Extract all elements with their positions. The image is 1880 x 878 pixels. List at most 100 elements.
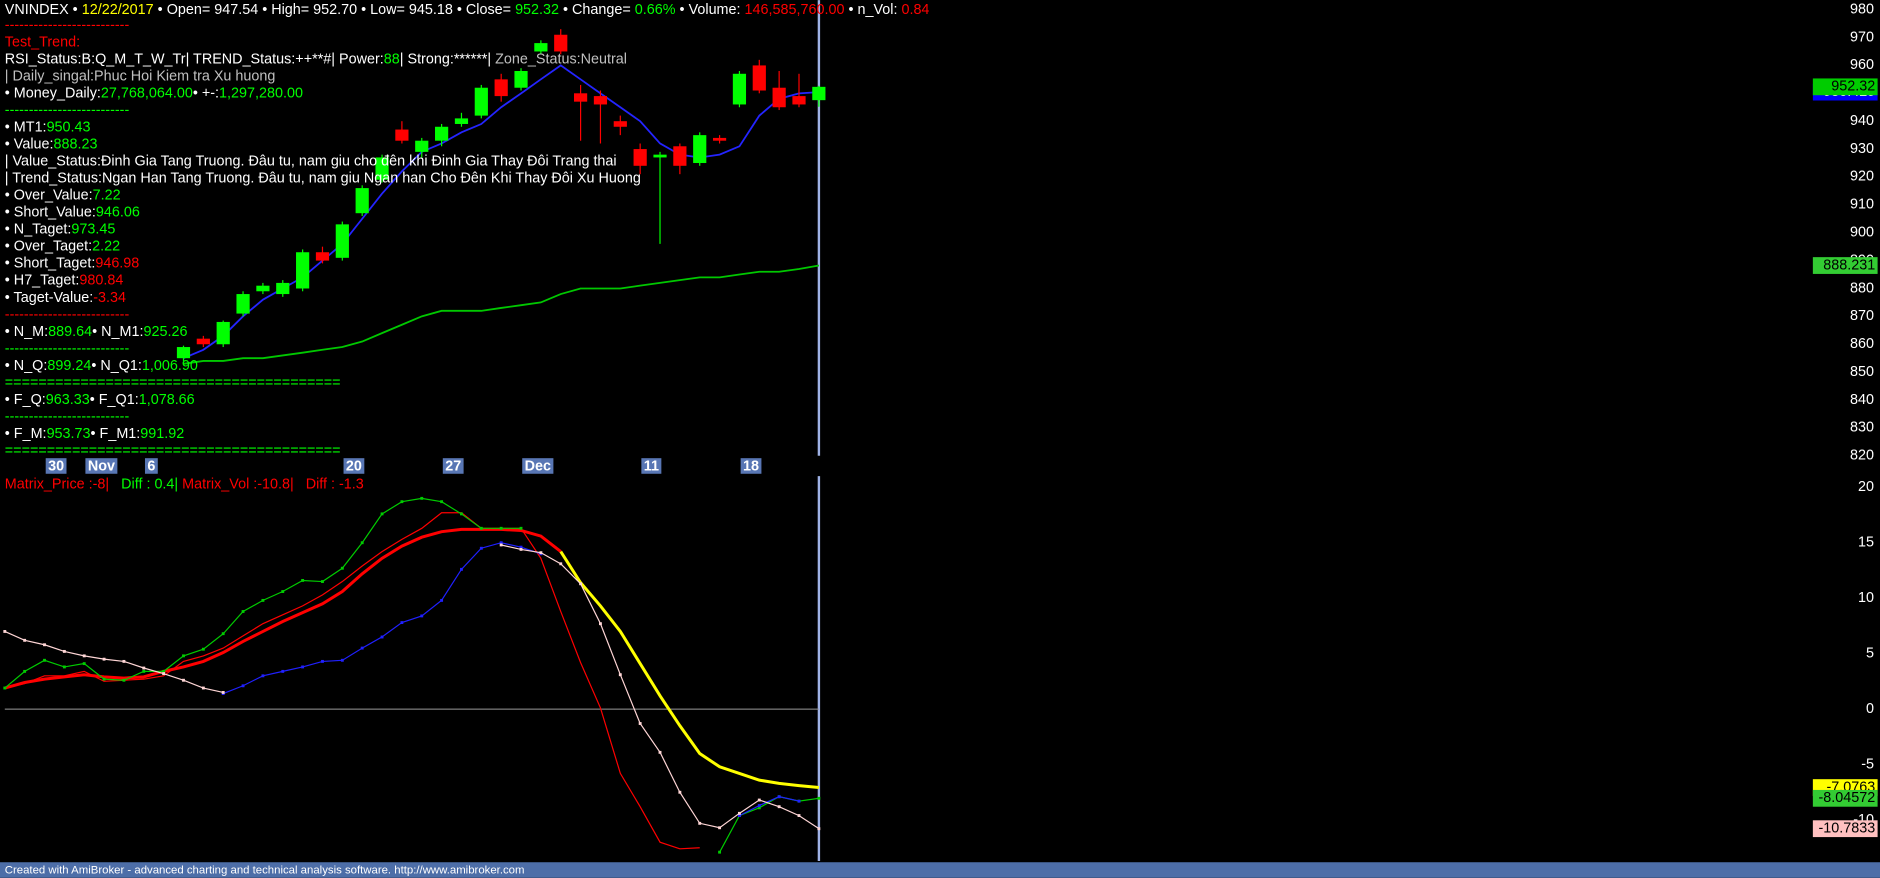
date-label-box: [343, 458, 365, 474]
info-text: • F_Q1:: [90, 392, 139, 408]
point-marker: [678, 790, 682, 794]
value-tag-label: -8.04572: [1818, 790, 1875, 806]
info-text: • F_M:: [5, 426, 47, 442]
candle-body: [176, 347, 191, 359]
candle-body: [355, 188, 369, 214]
info-text: 12/22/2017: [82, 2, 154, 18]
point-marker: [82, 662, 86, 666]
footer-text: Created with AmiBroker - advanced charti…: [5, 865, 525, 877]
info-line: • F_Q:963.33• F_Q1:1,078.66: [5, 392, 195, 408]
x-tick-label: 30: [48, 458, 64, 474]
point-marker: [122, 659, 126, 663]
point-marker: [499, 526, 503, 530]
info-text: 88: [384, 51, 400, 67]
info-text: --------------------------: [5, 307, 130, 323]
info-text: --------------------------: [5, 17, 130, 33]
date-label-box: [641, 458, 662, 474]
date-label-box: [85, 458, 118, 474]
info-text: 2.22: [92, 238, 120, 254]
info-text: 1,078.66: [139, 392, 195, 408]
value-tag-label: 952.32: [1831, 79, 1875, 95]
candle-body: [613, 121, 627, 127]
point-marker: [340, 658, 344, 662]
info-text: 1,297,280.00: [219, 85, 303, 101]
date-label-box: [144, 458, 158, 474]
info-text: 963.33: [46, 392, 90, 408]
point-marker: [718, 826, 722, 830]
candle-body: [256, 285, 270, 292]
info-text: • N_Q:: [5, 358, 48, 374]
point-marker: [23, 669, 27, 673]
candle-body: [514, 70, 528, 88]
info-text: 889.64: [48, 324, 92, 340]
info-text: --------------------------: [5, 409, 130, 425]
y-tick-label: 900: [1850, 225, 1874, 241]
info-text: • n_Vol:: [844, 2, 901, 18]
footer-bar: [0, 862, 1880, 878]
candle-body: [454, 118, 469, 124]
date-label-box: [442, 458, 464, 474]
y-tick-label: 840: [1850, 392, 1874, 408]
y-tick-label: 850: [1850, 364, 1874, 380]
y-tick-label: 830: [1850, 420, 1874, 436]
candle-body: [812, 86, 826, 101]
point-marker: [380, 512, 384, 516]
candle-body: [573, 93, 588, 102]
info-text: • F_M1:: [91, 426, 141, 442]
point-marker: [618, 673, 622, 677]
info-line: --------------------------: [5, 341, 130, 357]
point-marker: [23, 638, 27, 642]
info-text: • Value:: [5, 136, 54, 152]
point-marker: [737, 811, 741, 815]
info-line: • Money_Daily:27,768,064.00• +-:1,297,28…: [5, 85, 303, 101]
info-text: • +-:: [193, 85, 219, 101]
candle-body: [772, 87, 786, 108]
point-marker: [102, 677, 106, 681]
point-marker: [460, 512, 463, 516]
candle-body: [415, 140, 429, 152]
point-marker: [499, 543, 503, 547]
y-tick-label: 940: [1850, 113, 1874, 129]
info-line: --------------------------: [5, 409, 130, 425]
candle-body: [474, 87, 488, 116]
info-text: --------------------------: [5, 341, 130, 357]
point-marker: [122, 678, 126, 682]
candle-body: [395, 129, 409, 141]
candle-body: [693, 135, 707, 164]
info-line: Test_Trend:: [5, 34, 80, 50]
candle-body: [792, 96, 806, 105]
info-text: Matrix_Vol :-10.8|: [178, 476, 294, 492]
point-marker: [340, 566, 344, 570]
info-line: --------------------------: [5, 102, 130, 118]
info-text: • Taget-Value:: [5, 290, 93, 306]
y-tick-label: 970: [1850, 29, 1874, 45]
candle-body: [296, 252, 310, 289]
point-marker: [698, 821, 702, 825]
point-marker: [321, 659, 324, 663]
info-text: ========================================: [5, 375, 341, 391]
info-text: Matrix_Price :-8|: [5, 476, 109, 492]
date-label-box: [522, 458, 554, 474]
info-text: 980.84: [79, 273, 123, 289]
info-text: •: [69, 2, 82, 18]
info-line: • N_Taget:973.45: [5, 221, 116, 237]
point-marker: [201, 647, 205, 651]
info-text: • Change=: [559, 2, 635, 18]
point-marker: [102, 657, 106, 661]
candle-body: [276, 282, 290, 295]
value-tag-label: 888.231: [1823, 257, 1875, 273]
info-line: | Daily_singal:Phuc Hoi Kiem tra Xu huon…: [5, 68, 276, 84]
info-text: • F_Q:: [5, 392, 46, 408]
info-text: | Strong:******|: [400, 51, 495, 67]
point-marker: [440, 598, 444, 602]
value-tag: [1812, 78, 1878, 96]
info-text: • Short_Value:: [5, 204, 96, 220]
info-text: 973.45: [71, 221, 115, 237]
candle-body: [653, 154, 667, 158]
point-marker: [479, 526, 483, 530]
point-marker: [261, 598, 265, 602]
info-line: Matrix_Price :-8| Diff : 0.4| Matrix_Vol…: [5, 476, 364, 492]
info-text: 925.26: [144, 324, 188, 340]
point-marker: [241, 610, 245, 613]
y-tick-label: 5: [1866, 645, 1874, 661]
